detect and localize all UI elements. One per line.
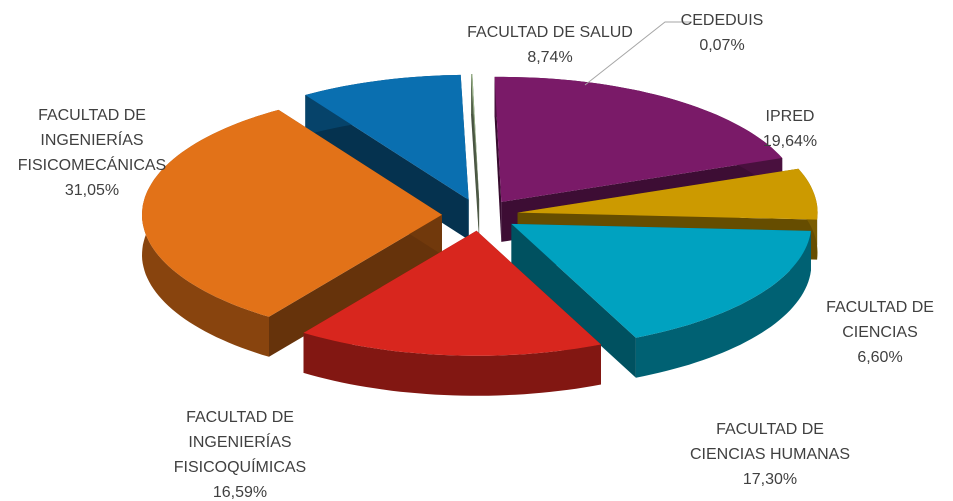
slice-side xyxy=(305,95,469,240)
label-value: 19,64% xyxy=(762,133,818,150)
slice-side xyxy=(494,76,502,242)
label-name: FACULTAD DE SALUD xyxy=(467,24,633,41)
label-name: FACULTAD DE INGENIERÍAS FISICOQUÍMICAS xyxy=(173,409,307,476)
label-name: FACULTAD DE CIENCIAS HUMANAS xyxy=(689,421,851,463)
label-value: 31,05% xyxy=(64,182,120,199)
slice-top xyxy=(517,168,818,220)
label-value: 17,30% xyxy=(742,471,798,488)
slice-wall xyxy=(635,230,811,378)
label-name: IPRED xyxy=(765,108,815,125)
data-label: FACULTAD DE SALUD 8,74% xyxy=(450,20,650,70)
slice xyxy=(511,223,811,378)
slice-top xyxy=(471,74,480,200)
slice-top xyxy=(303,230,601,356)
label-name: FACULTAD DE CIENCIAS xyxy=(826,299,934,341)
label-name: CEDEDUIS xyxy=(680,12,764,29)
data-label: FACULTAD DE CIENCIAS 6,60% xyxy=(820,295,940,370)
label-value: 0,07% xyxy=(699,37,745,54)
slice xyxy=(142,109,442,357)
label-value: 8,74% xyxy=(527,49,573,66)
slice-top xyxy=(511,223,811,338)
slice xyxy=(303,230,601,396)
leader-line xyxy=(584,21,692,86)
slice xyxy=(471,74,480,240)
slice-side xyxy=(269,214,442,357)
slice-top xyxy=(305,74,469,200)
data-label: FACULTAD DE CIENCIAS HUMANAS 17,30% xyxy=(683,417,858,492)
slice xyxy=(305,74,469,240)
label-name: FACULTAD DE INGENIERÍAS FISICOMECÁNICAS xyxy=(17,107,167,174)
label-value: 16,59% xyxy=(212,484,268,501)
slice-top xyxy=(142,109,442,317)
slice-wall xyxy=(303,332,601,396)
data-label: CEDEDUIS 0,07% xyxy=(662,8,782,58)
data-label: FACULTAD DE INGENIERÍAS FISICOMECÁNICAS 3… xyxy=(12,103,172,203)
data-label: IPRED 19,64% xyxy=(730,104,850,154)
slice-side xyxy=(511,223,636,378)
data-label: FACULTAD DE INGENIERÍAS FISICOQUÍMICAS 16… xyxy=(165,405,315,501)
label-value: 6,60% xyxy=(857,349,903,366)
slice-top xyxy=(494,76,783,202)
